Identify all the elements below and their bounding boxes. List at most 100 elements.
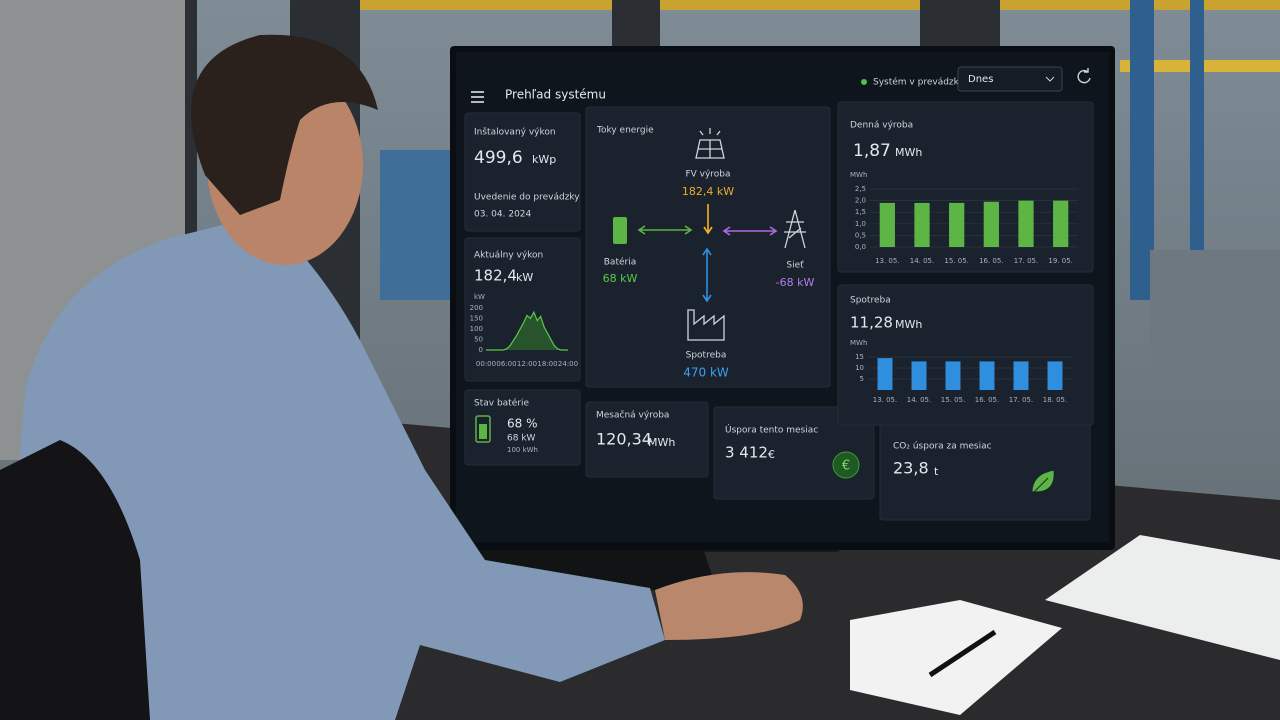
x-tick-label: 13. 05.: [873, 396, 898, 404]
x-tick-label: 18:00: [537, 360, 557, 368]
consumption-unit: MWh: [895, 318, 922, 331]
y-tick-label: 200: [470, 304, 483, 312]
bar: [1053, 200, 1069, 247]
x-tick-label: 18. 05.: [1043, 396, 1068, 404]
x-tick-label: 24:00: [558, 360, 578, 368]
paper: [1045, 535, 1280, 660]
co2-label: CO₂ úspora za mesiac: [893, 442, 992, 452]
axis-unit: kW: [474, 293, 485, 301]
pylon-icon: [784, 209, 806, 249]
x-tick-label: 15. 05.: [944, 257, 969, 265]
status-text: Systém v prevádzke: [873, 77, 965, 88]
x-tick-label: 15. 05.: [941, 396, 966, 404]
page-title: Prehľad systému: [505, 88, 606, 102]
machine: [1150, 250, 1280, 390]
y-tick-label: 1,0: [855, 220, 866, 228]
battery-icon: [475, 415, 491, 443]
x-tick-label: 00:00: [476, 360, 496, 368]
current-unit: kW: [516, 271, 533, 284]
x-tick-label: 17. 05.: [1014, 257, 1039, 265]
crane-beam: [360, 0, 1280, 10]
consumption-value: 11,28: [850, 314, 893, 332]
savings-unit: €: [768, 448, 775, 461]
bar: [1018, 200, 1034, 247]
period-select[interactable]: [957, 66, 1063, 92]
battery-node-icon: [613, 217, 627, 244]
pv-arrow: [703, 204, 713, 235]
refresh-icon[interactable]: [1077, 68, 1091, 84]
monthly-value: 120,34: [596, 430, 652, 449]
pen: [928, 629, 997, 678]
battery-arrow: [637, 225, 693, 235]
chevron: [1045, 76, 1055, 82]
installed-value: 499,6: [474, 148, 523, 168]
leaf-icon: [1031, 469, 1055, 493]
battery-label: Stav batérie: [474, 398, 529, 409]
person-shirt: [0, 222, 665, 720]
y-tick-label: 0: [479, 346, 483, 354]
co2-value: 23,8: [893, 459, 929, 478]
x-tick-label: 13. 05.: [875, 257, 900, 265]
battery-percent: 68 %: [507, 417, 538, 431]
machine: [380, 150, 450, 300]
x-tick-label: 16. 05.: [979, 257, 1004, 265]
installed-label: Inštalovaný výkon: [474, 127, 556, 138]
current-label: Aktuálny výkon: [474, 251, 543, 261]
x-tick-label: 14. 05.: [907, 396, 932, 404]
power-line: [486, 310, 568, 351]
x-tick-label: 06:00: [496, 360, 516, 368]
pv-label: FV výroba: [685, 170, 730, 180]
battery-node-label: Batéria: [604, 257, 636, 268]
person-hand: [655, 572, 803, 640]
x-tick-label: 19. 05.: [1048, 257, 1073, 265]
factory-icon: [687, 309, 725, 341]
bar: [914, 202, 930, 247]
daily-value: 1,87: [853, 141, 891, 161]
grid-value: -68 kW: [776, 276, 815, 289]
menu-icon[interactable]: [471, 91, 484, 103]
consumption-node-value: 470 kW: [683, 366, 729, 380]
grid-label: Sieť: [786, 261, 804, 271]
y-tick-label: 0,0: [855, 243, 866, 251]
bar: [979, 361, 995, 390]
y-tick-label: 0,5: [855, 231, 866, 239]
battery-level: [479, 424, 487, 439]
bar: [879, 202, 895, 247]
x-tick-label: 17. 05.: [1009, 396, 1034, 404]
bar: [1047, 361, 1063, 390]
bar: [911, 361, 927, 390]
co2-unit: t: [934, 465, 939, 478]
savings-label: Úspora tento mesiac: [725, 424, 818, 436]
y-tick-label: 2,5: [855, 185, 866, 193]
battery-capacity: 100 kWh: [507, 446, 538, 454]
y-tick-label: 15: [855, 353, 864, 361]
savings-value: 3 412: [725, 444, 768, 462]
grid-arrow: [722, 226, 778, 236]
period-value: Dnes: [968, 74, 993, 85]
power-chart: 0 50 100 150 200 00:00 06:00 12:00 18:00 24:00: [470, 304, 578, 368]
daily-unit: MWh: [895, 146, 922, 159]
panels: [464, 101, 1094, 521]
bar: [983, 201, 999, 247]
y-tick-label: 1,5: [855, 208, 866, 216]
y-tick-label: 10: [855, 364, 864, 372]
y-tick-label: 100: [470, 325, 483, 333]
y-tick-label: 5: [860, 375, 864, 383]
bar: [949, 202, 965, 247]
axis-unit: MWh: [850, 339, 867, 347]
daily-label: Denná výroba: [850, 121, 913, 131]
power-area: [486, 312, 568, 350]
battery-node-value: 68 kW: [603, 272, 638, 285]
battery-power: 68 kW: [507, 434, 536, 444]
solar-icon: [695, 128, 725, 159]
installed-unit: kWp: [532, 153, 556, 166]
commission-label: Uvedenie do prevádzky: [474, 193, 580, 203]
consumption-arrow: [702, 247, 712, 303]
euro-icon-sign: €: [842, 459, 850, 474]
x-tick-label: 12:00: [517, 360, 537, 368]
euro-icon: [832, 451, 860, 479]
bar: [1013, 361, 1029, 390]
status-dot: [861, 79, 867, 85]
x-tick-label: 14. 05.: [910, 257, 935, 265]
